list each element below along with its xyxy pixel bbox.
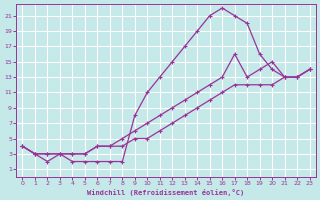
X-axis label: Windchill (Refroidissement éolien,°C): Windchill (Refroidissement éolien,°C) (87, 189, 245, 196)
